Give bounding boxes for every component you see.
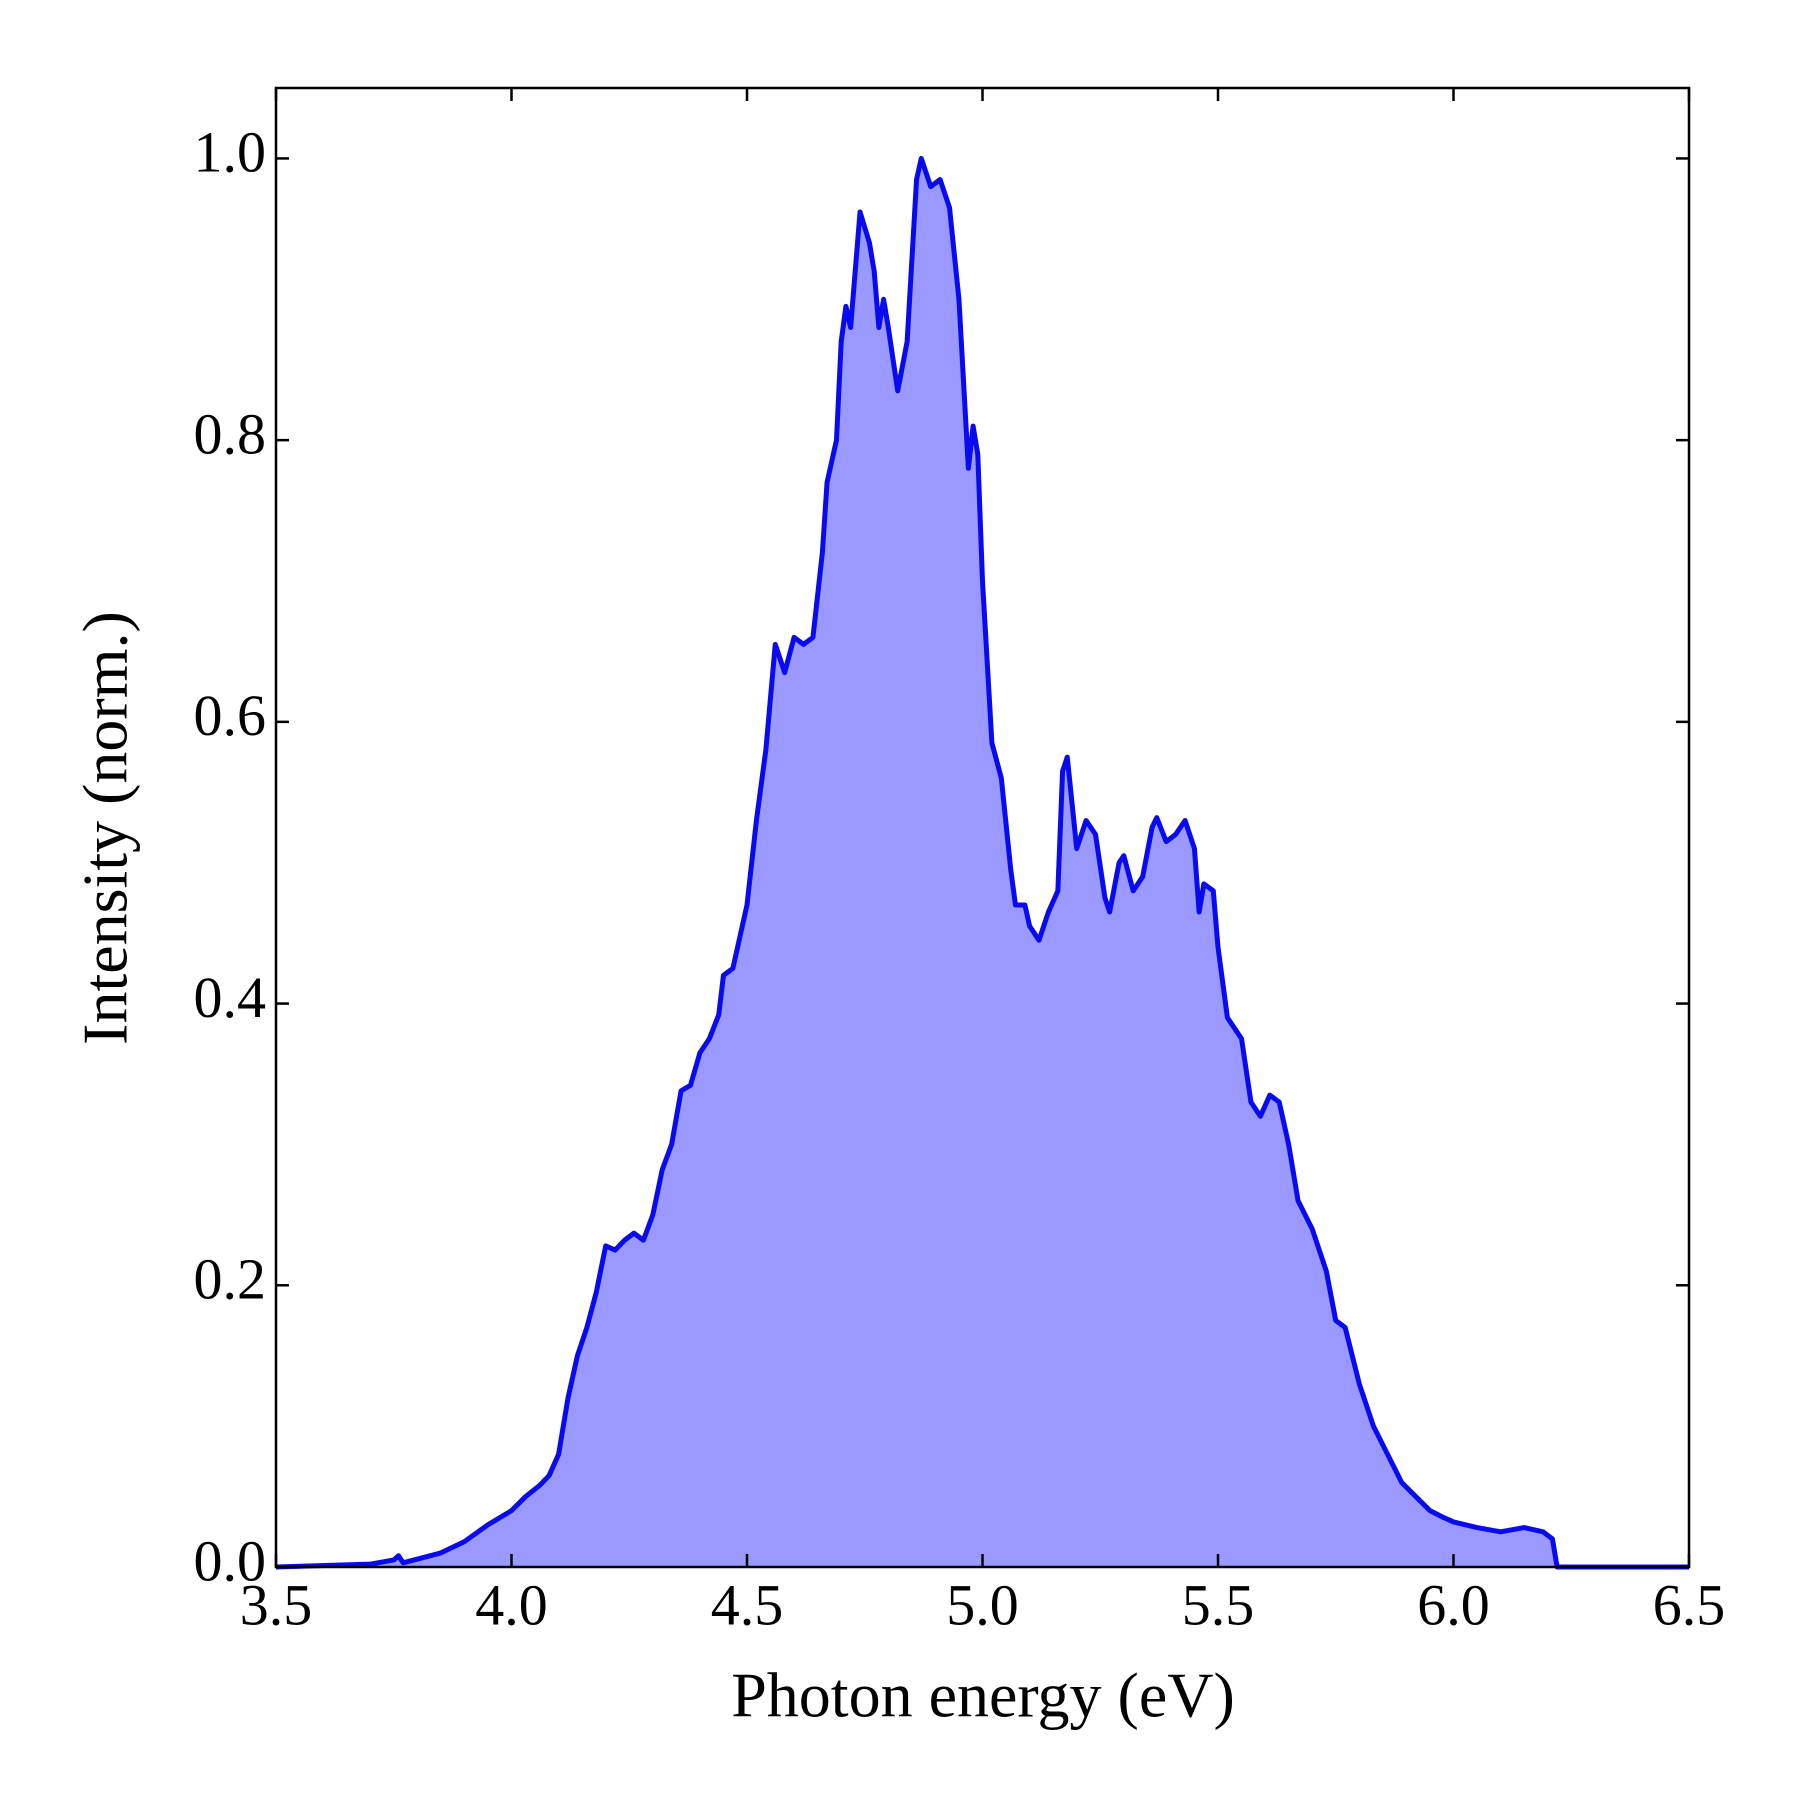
x-tick-label: 5.5 bbox=[1182, 1572, 1255, 1637]
x-tick-label: 3.5 bbox=[240, 1572, 313, 1637]
y-tick-label: 0.6 bbox=[194, 683, 267, 748]
y-tick-label: 0.4 bbox=[194, 965, 267, 1030]
y-tick-label: 0.8 bbox=[194, 401, 267, 466]
area-fill bbox=[276, 158, 1689, 1568]
y-tick-label: 0.2 bbox=[194, 1247, 267, 1312]
y-tick-label: 0.0 bbox=[194, 1528, 267, 1593]
x-tick-label: 5.0 bbox=[946, 1572, 1019, 1637]
x-tick-label: 4.5 bbox=[711, 1572, 784, 1637]
y-tick-label: 1.0 bbox=[194, 120, 267, 185]
y-axis-label: Intensity (norm.) bbox=[70, 611, 141, 1045]
x-tick-label: 4.0 bbox=[475, 1572, 548, 1637]
x-tick-label: 6.5 bbox=[1653, 1572, 1726, 1637]
x-tick-label: 6.0 bbox=[1417, 1572, 1490, 1637]
x-axis-label: Photon energy (eV) bbox=[731, 1660, 1235, 1731]
line bbox=[275, 155, 1689, 1570]
